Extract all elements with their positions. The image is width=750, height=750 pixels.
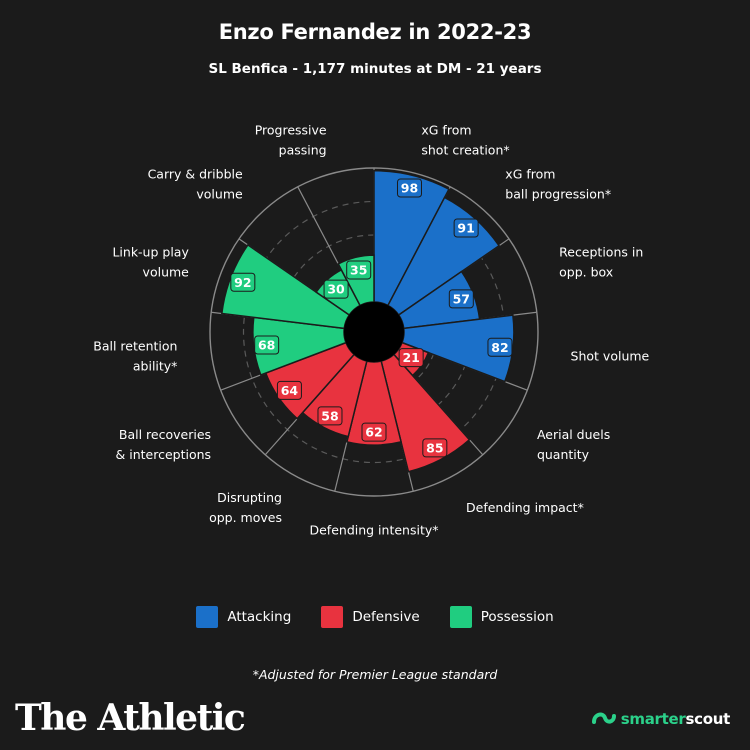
smarterscout-icon bbox=[591, 712, 616, 724]
value-badge-4 bbox=[398, 348, 424, 368]
chart-title: Enzo Fernandez in 2022-23 bbox=[218, 20, 532, 44]
legend-item-defensive: Defensive bbox=[321, 606, 420, 628]
category-label-line: Carry & dribble bbox=[148, 166, 243, 181]
value-badge-11 bbox=[323, 279, 349, 299]
value-badge-3 bbox=[487, 337, 513, 357]
category-label-line: Aerial duels bbox=[537, 427, 610, 442]
category-label-0: xG from shot creation* bbox=[421, 122, 509, 157]
chart-subtitle: SL Benfica - 1,177 minutes at DM - 21 ye… bbox=[208, 61, 542, 77]
value-label-1: 91 bbox=[457, 221, 474, 236]
value-badge-6 bbox=[361, 422, 387, 442]
value-label-10: 92 bbox=[234, 275, 251, 290]
category-label-5: Defending impact* bbox=[466, 500, 584, 515]
category-label-line: Ball recoveries bbox=[119, 427, 211, 442]
category-label-line: & interceptions bbox=[116, 447, 212, 462]
smarterscout-logo: smarter scout bbox=[591, 708, 730, 730]
category-label-line: opp. box bbox=[559, 264, 613, 279]
legend-swatch-possession bbox=[449, 606, 472, 628]
legend-item-attacking: Attacking bbox=[196, 606, 291, 628]
radial-chart: 98 91 57 82 21 85 62 58 64 68 92 30 35 xG from shot cr… bbox=[93, 122, 650, 538]
value-label-7: 58 bbox=[321, 408, 338, 423]
legend-swatch-attacking bbox=[196, 606, 219, 628]
value-badge-2 bbox=[448, 289, 474, 309]
value-badge-10 bbox=[230, 272, 256, 292]
value-badge-5 bbox=[422, 438, 448, 458]
category-label-12: Progressive passing bbox=[255, 122, 327, 157]
category-label-8: Ball recoveries & interceptions bbox=[116, 427, 212, 462]
legend-item-possession: Possession bbox=[449, 606, 554, 628]
category-label-line: volume bbox=[196, 186, 243, 201]
footnote: *Adjusted for Premier League standard bbox=[252, 667, 498, 682]
value-badge-1 bbox=[453, 218, 479, 238]
category-label-line: Receptions in bbox=[559, 244, 643, 259]
value-badge-9 bbox=[254, 335, 280, 355]
category-label-line: xG from bbox=[421, 122, 471, 137]
legend-label-possession: Possession bbox=[480, 609, 554, 625]
category-label-line: Defending intensity* bbox=[309, 523, 438, 538]
category-label-line: ball progression* bbox=[505, 186, 611, 201]
category-label-line: passing bbox=[279, 142, 327, 157]
category-label-line: Link-up play bbox=[112, 244, 189, 259]
category-label-4: Aerial duels quantity bbox=[537, 427, 610, 462]
category-label-line: Progressive bbox=[255, 122, 327, 137]
smarterscout-text-2: scout bbox=[685, 710, 731, 728]
legend: Attacking Defensive Possession bbox=[0, 606, 750, 628]
center-hole bbox=[344, 302, 404, 362]
value-badge-8 bbox=[276, 380, 302, 400]
category-label-6: Defending intensity* bbox=[309, 523, 438, 538]
value-label-2: 57 bbox=[453, 291, 470, 306]
category-label-11: Carry & dribble volume bbox=[148, 166, 243, 201]
brand-logo: The Athletic bbox=[15, 697, 246, 739]
category-label-9: Ball retention ability* bbox=[93, 338, 177, 373]
bar-0 bbox=[373, 169, 450, 307]
category-label-10: Link-up play volume bbox=[112, 244, 189, 279]
category-label-line: ability* bbox=[133, 358, 178, 373]
category-label-line: volume bbox=[143, 264, 190, 279]
category-label-line: shot creation* bbox=[421, 142, 509, 157]
value-label-11: 30 bbox=[327, 282, 345, 297]
value-label-12: 35 bbox=[350, 262, 367, 277]
category-label-line: Ball retention bbox=[93, 338, 177, 353]
value-label-6: 62 bbox=[365, 425, 382, 440]
category-label-line: Defending impact* bbox=[466, 500, 584, 515]
category-label-line: quantity bbox=[537, 447, 590, 462]
category-label-line: Disrupting bbox=[217, 490, 282, 505]
value-badge-12 bbox=[346, 260, 372, 280]
category-label-1: xG from ball progression* bbox=[505, 166, 611, 201]
value-label-5: 85 bbox=[426, 440, 443, 455]
category-label-line: xG from bbox=[505, 166, 555, 181]
category-label-line: Shot volume bbox=[571, 348, 650, 363]
value-label-4: 21 bbox=[402, 350, 419, 365]
value-badge-7 bbox=[317, 406, 343, 426]
value-badge-0 bbox=[396, 178, 422, 198]
value-label-3: 82 bbox=[491, 340, 508, 355]
category-label-7: Disrupting opp. moves bbox=[209, 490, 282, 525]
legend-swatch-defensive bbox=[321, 606, 344, 628]
category-label-2: Receptions in opp. box bbox=[559, 244, 643, 279]
value-label-9: 68 bbox=[258, 338, 275, 353]
legend-label-attacking: Attacking bbox=[227, 609, 292, 625]
value-label-0: 98 bbox=[401, 180, 418, 195]
category-label-3: Shot volume bbox=[571, 348, 650, 363]
smarterscout-text-1: smarter bbox=[620, 710, 686, 728]
category-label-line: opp. moves bbox=[209, 510, 282, 525]
value-label-8: 64 bbox=[281, 383, 299, 398]
legend-label-defensive: Defensive bbox=[352, 609, 420, 625]
